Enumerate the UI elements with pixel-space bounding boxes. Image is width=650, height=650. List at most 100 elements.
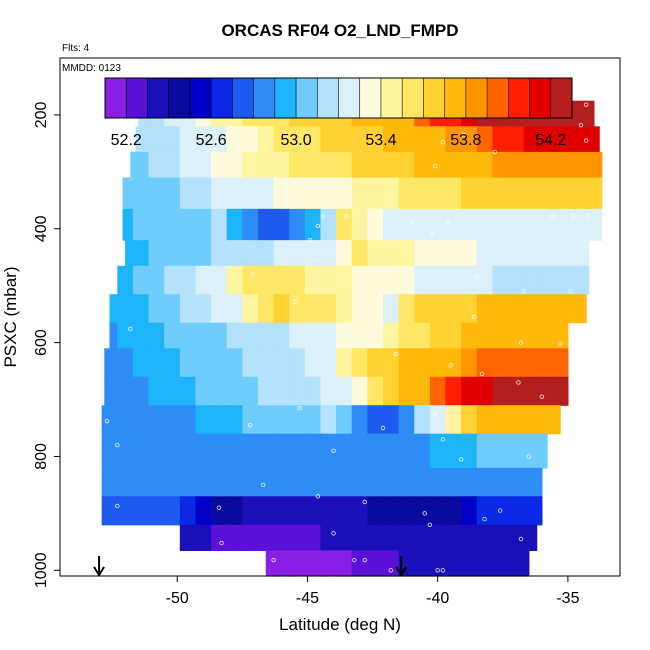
heatmap-cell [242,240,259,267]
heatmap-cell [320,294,337,324]
heatmap-cell [429,496,447,526]
heatmap-cell [414,208,431,241]
heatmap-cell [554,151,572,179]
heatmap-cell [351,376,368,406]
heatmap-cell [320,550,337,577]
heatmap-cell [523,405,540,435]
heatmap-cell [257,496,275,526]
heatmap-cell [414,550,431,577]
heatmap-cell [523,376,540,406]
observation-point [388,568,393,573]
heatmap-cell [257,348,275,378]
heatmap-cell [320,348,337,378]
heatmap-cell [445,151,462,179]
heatmap-cell [117,322,134,349]
heatmap-cell [273,524,290,551]
heatmap-cell [148,208,165,241]
observation-point [216,505,222,510]
heatmap-cell [398,348,415,378]
heatmap-cell [586,208,603,241]
heatmap-cell [195,294,212,324]
heatmap-cell [414,496,431,526]
observation-point [430,232,435,237]
heatmap-cell [351,405,368,435]
heatmap-cell [289,265,306,295]
heatmap-cell [476,376,493,406]
heatmap-cell [122,208,134,241]
colorbar-bin [189,78,212,118]
heatmap-cell [414,126,431,153]
heatmap-cell [492,177,509,210]
heatmap-cell [351,177,368,210]
heatmap-cell [242,151,259,179]
y-axis: 200 400 600 800 1000 [33,101,60,588]
heatmap-cell [429,433,447,469]
heatmap-cell [398,126,415,153]
observation-point [370,343,375,348]
heatmap-cell [130,151,134,179]
heatmap-cell [570,100,587,127]
heatmap-cell [351,467,368,497]
heatmap-cell [554,348,569,378]
heatmap-cell [117,405,134,435]
heatmap-cell [414,322,431,349]
heatmap-cell [445,208,462,241]
colorbar-tick-label: 53.0 [280,132,311,149]
heatmap-cell [320,208,337,241]
observation-point [331,448,336,453]
colorbar-bin [253,78,276,118]
colorbar-tick-label: 52.2 [111,132,142,149]
heatmap-cell [351,550,368,577]
heatmap-cell [320,405,337,435]
heatmap-cell [164,208,181,241]
heatmap-cell [492,151,509,179]
heatmap-cell [492,467,509,497]
heatmap-cell [320,376,337,406]
heatmap-cell [273,376,290,406]
heatmap-cell [265,550,275,577]
heatmap-cell [351,265,368,295]
heatmap-cell [351,294,368,324]
heatmap-cell [367,376,384,406]
heatmap-cell [445,376,462,406]
heatmap-cell [570,294,587,324]
heatmap-cell [273,405,290,435]
heatmap-cell [304,405,322,435]
heatmap-cell [508,405,525,435]
heatmap-cell [429,240,447,267]
heatmap-cell [398,177,415,210]
heatmap-cell [461,151,478,179]
heatmap-cell [429,550,447,577]
heatmap-cell [148,265,165,295]
heatmap-cell [195,151,212,179]
heatmap-cell [398,265,415,295]
heatmap-cell [226,524,243,551]
heatmap-cell [195,496,212,526]
heatmap-cell [104,348,118,378]
heatmap-cell [242,524,259,551]
colorbar-bin [508,78,531,118]
heatmap-cell [195,240,212,267]
date-annotation: MMDD: 0123 [62,63,121,74]
heatmap-cell [523,348,540,378]
plot-frame [59,57,621,577]
heatmap-cell [398,208,415,241]
heatmap-cell [257,208,275,241]
heatmap-cell [289,126,306,153]
heatmap-cell [257,524,275,551]
heatmap-cell [382,496,400,526]
heatmap-cell [148,496,165,526]
heatmap-cell [382,376,400,406]
observation-point [297,405,302,411]
heatmap-cell [117,376,134,406]
heatmap-cell [257,151,275,179]
observation-point [362,557,367,563]
heatmap-cell [476,322,493,349]
heatmap-cell [414,151,431,179]
heatmap-cell [382,208,400,241]
heatmap-cell [476,177,493,210]
colorbar-bin [232,78,255,118]
heatmap-cell [508,322,525,349]
heatmap-cell [445,265,462,295]
heatmap-cell [179,376,197,406]
